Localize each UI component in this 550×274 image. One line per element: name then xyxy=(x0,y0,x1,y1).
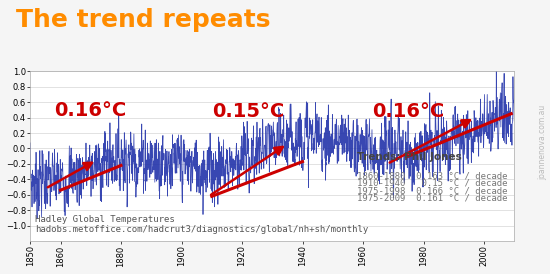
Text: The trend repeats: The trend repeats xyxy=(16,8,271,32)
Text: 1860-1880  0.163 °C / decade: 1860-1880 0.163 °C / decade xyxy=(357,172,508,181)
Text: 0.16°C: 0.16°C xyxy=(372,102,444,121)
Text: Hadley Global Temperatures
hadobs.metoffice.com/hadcrut3/diagnostics/global/nh+s: Hadley Global Temperatures hadobs.metoff… xyxy=(35,215,369,234)
Text: 0.15°C: 0.15°C xyxy=(212,102,284,121)
Text: 0.16°C: 0.16°C xyxy=(54,101,126,119)
Text: joannenova.com.au: joannenova.com.au xyxy=(538,105,547,180)
Text: 1975-1998  0.166 °C / decade: 1975-1998 0.166 °C / decade xyxy=(357,186,508,195)
Text: 1975-2009  0.161 °C / decade: 1975-2009 0.161 °C / decade xyxy=(357,194,508,203)
Text: 1910-1940   0.15 °C / decade: 1910-1940 0.15 °C / decade xyxy=(357,179,508,188)
Text: Trends: Phil Jones: Trends: Phil Jones xyxy=(357,152,461,162)
